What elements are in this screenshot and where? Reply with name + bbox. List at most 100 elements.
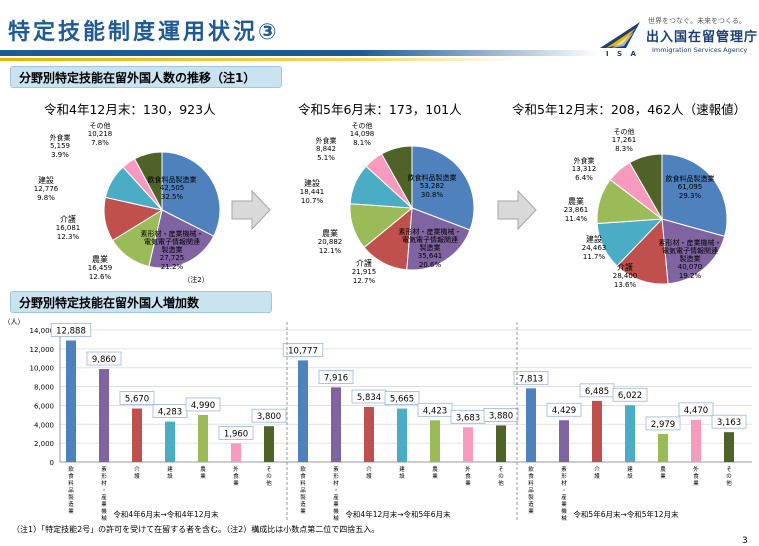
y-axis-label: （人） bbox=[4, 318, 25, 326]
pie-charts: 飲食料品製造業42,50532.5%素形材・産業機械・電気電子情報関連製造業27… bbox=[34, 121, 728, 289]
data-label: 4,990 bbox=[191, 401, 215, 411]
pie-slice-value: 40,070 bbox=[678, 263, 703, 271]
data-label-box bbox=[86, 351, 122, 366]
pie-slice bbox=[161, 151, 221, 237]
bar bbox=[625, 405, 635, 462]
pie-slice-pct: 29.3% bbox=[679, 192, 702, 200]
x-tick-label: 形 bbox=[101, 472, 107, 480]
x-tick-label: 外 bbox=[693, 465, 699, 473]
x-tick-label: 造 bbox=[300, 500, 306, 508]
x-tick-label: 業 bbox=[528, 507, 534, 515]
x-tick-label: 機 bbox=[101, 507, 107, 515]
x-tick-label: 介 bbox=[594, 466, 600, 473]
x-tick-label: の bbox=[266, 473, 272, 480]
page-number: 3 bbox=[742, 536, 748, 546]
pie-slice-name: 外食業 bbox=[574, 156, 595, 165]
pie-slice-pct: 20.6% bbox=[419, 261, 442, 269]
x-tick-label: そ bbox=[498, 466, 504, 473]
data-label-box bbox=[417, 402, 453, 417]
title-rule-accent bbox=[0, 58, 520, 61]
x-tick-label: 機 bbox=[333, 507, 339, 515]
x-tick-label: 介 bbox=[134, 466, 140, 473]
data-label: 10,777 bbox=[288, 346, 318, 356]
data-label: 4,423 bbox=[423, 406, 447, 416]
bar bbox=[364, 406, 374, 462]
pie-slice bbox=[148, 209, 215, 269]
title-rule bbox=[0, 50, 600, 56]
x-tick-label: 材 bbox=[561, 479, 567, 487]
x-tick-label: 製 bbox=[300, 493, 306, 501]
x-tick-label: 製 bbox=[68, 493, 74, 501]
x-tick-label: 護 bbox=[366, 472, 372, 480]
x-tick-label: の bbox=[726, 473, 732, 480]
pie-slice-pct: 12.6% bbox=[89, 273, 112, 281]
bar bbox=[691, 419, 701, 462]
x-tick-label: 業 bbox=[465, 479, 471, 487]
data-label: 5,670 bbox=[125, 395, 149, 405]
section1-header: 分野別特定技能在留外国人数の推移（注1） bbox=[10, 66, 282, 88]
data-label: 12,888 bbox=[56, 326, 86, 336]
x-tick-label: 業 bbox=[693, 479, 699, 487]
pie-slice-value: 10,218 bbox=[88, 130, 113, 138]
x-tick-label: 設 bbox=[627, 472, 633, 480]
x-tick-label: 造 bbox=[528, 500, 534, 508]
x-tick-label: 業 bbox=[660, 472, 666, 480]
agency-tagline: 世界をつなぐ。未来をつくる。 bbox=[648, 17, 746, 25]
x-tick-label: 介 bbox=[366, 466, 372, 473]
pie-annotation: （注2） bbox=[183, 275, 208, 284]
x-tick-label: 外 bbox=[233, 465, 239, 473]
x-tick-label: 設 bbox=[399, 472, 405, 480]
bar bbox=[298, 360, 308, 462]
x-tick-label: 護 bbox=[134, 472, 140, 480]
pie-slice-name: 介護 bbox=[356, 258, 372, 268]
bar bbox=[592, 400, 602, 462]
pie-slice-value: 16,459 bbox=[88, 264, 113, 272]
pie-slice-name: 製造業 bbox=[420, 243, 441, 252]
arrow-right-icon bbox=[231, 189, 271, 231]
data-label-box bbox=[119, 391, 155, 405]
data-label-box bbox=[251, 408, 287, 423]
bar bbox=[724, 432, 734, 462]
bar bbox=[559, 420, 569, 462]
x-tick-label: 護 bbox=[594, 472, 600, 480]
x-tick-label: ・ bbox=[561, 523, 567, 524]
x-tick-label: そ bbox=[266, 466, 272, 473]
pie-slice-name: 外食業 bbox=[50, 133, 71, 142]
pie-slice bbox=[616, 217, 669, 285]
pie-slice bbox=[134, 151, 163, 211]
data-label: 6,485 bbox=[585, 387, 609, 397]
pie-slice-pct: 8.3% bbox=[615, 145, 633, 153]
pie2-title: 令和5年6月末：173，101人 bbox=[298, 102, 462, 117]
pie-slice-value: 35,641 bbox=[418, 252, 443, 260]
data-label-box bbox=[318, 370, 354, 384]
bar bbox=[526, 388, 536, 462]
pie-slice-value: 20,882 bbox=[318, 238, 343, 246]
pie-slice-name: 製造業 bbox=[162, 245, 183, 254]
pie3-title: 令和5年12月末：208，462人（速報値） bbox=[512, 102, 747, 117]
data-label: 5,834 bbox=[357, 393, 381, 403]
x-tick-label: 械 bbox=[561, 514, 567, 522]
pie-slice-name: 農業 bbox=[568, 196, 584, 206]
pie-slice bbox=[411, 145, 475, 231]
pie-slice-pct: 11.4% bbox=[565, 215, 588, 223]
bar bbox=[198, 414, 208, 462]
pie-slice-name: 製造業 bbox=[680, 254, 701, 263]
pie-slice-name: 介護 bbox=[60, 214, 76, 224]
pie-slice-pct: 32.5% bbox=[161, 193, 184, 201]
pie-slice-pct: 7.8% bbox=[91, 139, 109, 147]
data-label: 3,800 bbox=[257, 412, 281, 422]
x-tick-label: 食 bbox=[300, 472, 306, 480]
x-tick-label: 業 bbox=[432, 472, 438, 480]
pie-slice-value: 8,842 bbox=[316, 145, 336, 153]
x-tick-label: 業 bbox=[561, 500, 567, 508]
x-tick-label: 設 bbox=[167, 472, 173, 480]
pie-slice-pct: 10.7% bbox=[301, 197, 324, 205]
x-tick-label: 品 bbox=[528, 487, 534, 494]
x-tick-label: の bbox=[498, 473, 504, 480]
pie-slice-pct: 8.1% bbox=[353, 139, 371, 147]
pie-slice-name: その他 bbox=[614, 127, 635, 136]
x-tick-label: 建 bbox=[167, 465, 173, 473]
pie-slice-value: 61,095 bbox=[678, 183, 703, 191]
x-tick-label: 形 bbox=[333, 472, 339, 480]
